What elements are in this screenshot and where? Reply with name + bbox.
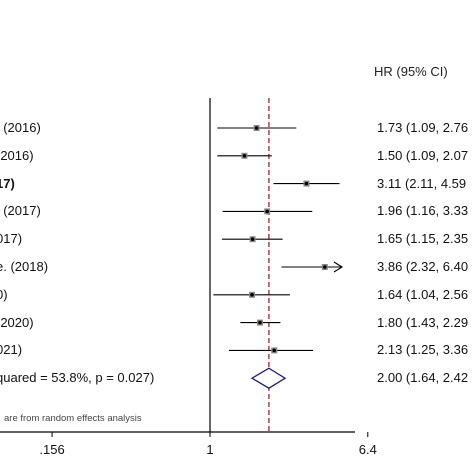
overall-diamond	[250, 367, 287, 389]
study-label: 0)	[0, 286, 8, 302]
estimate-label: 1.80 (1.43, 2.29	[377, 314, 469, 330]
estimate-label: 3.11 (2.11, 4.59	[377, 175, 467, 191]
point-estimate	[304, 181, 309, 186]
ci-arrow	[333, 261, 344, 273]
study-label: (2016)	[0, 147, 34, 163]
point-estimate	[258, 320, 262, 325]
point-estimate	[272, 348, 277, 353]
estimate-label: 1.96 (1.16, 3.33	[377, 203, 469, 219]
x-tick-label: 1	[206, 442, 214, 457]
point-estimate	[254, 126, 259, 130]
estimate-label: 1.50 (1.09, 2.07	[377, 147, 469, 163]
estimate-label: 1.65 (1.15, 2.35	[377, 231, 469, 247]
column-header: HR (95% CI)	[374, 64, 448, 79]
study-label: 021)	[0, 342, 23, 358]
estimate-label: 3.86 (2.32, 6.40	[377, 259, 469, 274]
estimate-label: 1.73 (1.09, 2.76	[377, 120, 469, 135]
overall-estimate-label: 2.00 (1.64, 2.42	[377, 370, 469, 386]
point-estimate	[265, 209, 270, 214]
x-tick-label: .156	[39, 442, 65, 457]
overall-label: quared = 53.8%, p = 0.027)	[0, 370, 155, 386]
x-tick-label: 6.4	[358, 442, 377, 457]
study-label: . (2016)	[0, 120, 41, 135]
estimate-label: 2.13 (1.25, 3.36	[377, 342, 469, 358]
study-label: 17)	[0, 175, 15, 191]
study-label: e. (2018)	[0, 259, 49, 274]
footnote: are from random effects analysis	[4, 413, 142, 424]
point-estimate	[323, 265, 327, 269]
study-label: . (2017)	[0, 203, 41, 219]
point-estimate	[250, 237, 255, 241]
estimate-label: 1.64 (1.04, 2.56	[377, 286, 469, 302]
study-label: (2020)	[0, 314, 34, 330]
point-estimate	[250, 293, 254, 297]
study-label: 017)	[0, 231, 23, 247]
point-estimate	[242, 154, 247, 158]
